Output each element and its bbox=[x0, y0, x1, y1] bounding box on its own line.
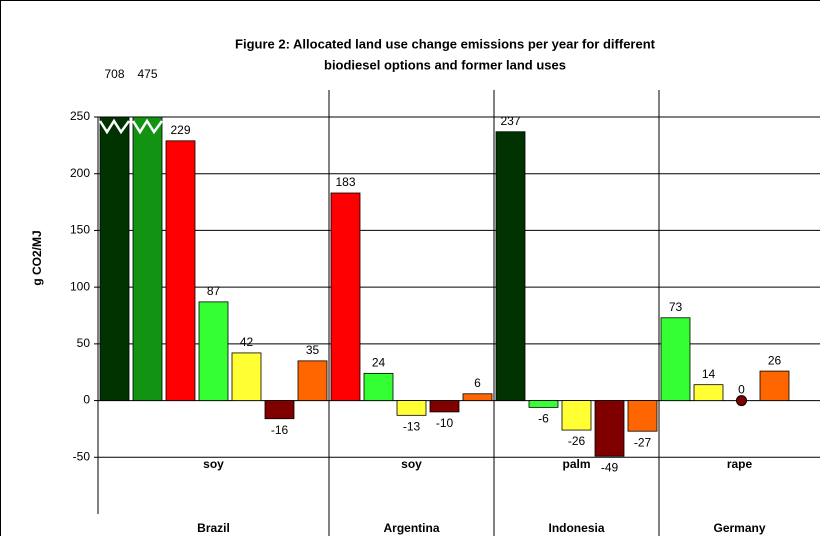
group-label: soy bbox=[203, 457, 224, 471]
group-label: Indonesia bbox=[548, 521, 604, 535]
y-axis-label: g CO2/MJ bbox=[30, 230, 44, 285]
value-label: 35 bbox=[306, 343, 320, 357]
bar bbox=[231, 352, 262, 401]
bar bbox=[736, 395, 747, 407]
value-label: 0 bbox=[738, 383, 745, 397]
bar bbox=[330, 192, 361, 401]
bar bbox=[132, 116, 163, 401]
value-label: 42 bbox=[240, 335, 254, 349]
bar bbox=[660, 317, 691, 401]
value-label: 87 bbox=[207, 284, 221, 298]
value-label: 24 bbox=[372, 356, 386, 370]
bar bbox=[693, 384, 724, 401]
bar bbox=[759, 370, 790, 401]
y-tick-label: 150 bbox=[70, 223, 90, 237]
y-tick-label: 50 bbox=[77, 336, 91, 350]
group-label: Brazil bbox=[197, 521, 230, 535]
y-tick-label: 100 bbox=[70, 279, 90, 293]
chart-title: Figure 2: Allocated land use change emis… bbox=[235, 36, 656, 51]
value-label: -6 bbox=[538, 412, 549, 426]
value-label: 26 bbox=[768, 353, 782, 367]
group-label: palm bbox=[562, 457, 590, 471]
bar bbox=[363, 372, 394, 401]
bar bbox=[429, 400, 460, 413]
bar bbox=[165, 140, 196, 401]
chart-title: biodiesel options and former land uses bbox=[324, 57, 566, 72]
value-label: 708 bbox=[104, 67, 124, 81]
group-label: Argentina bbox=[383, 521, 439, 535]
bar bbox=[594, 400, 625, 457]
value-label: -49 bbox=[601, 460, 619, 474]
value-label: -10 bbox=[436, 416, 454, 430]
group-label: Germany bbox=[713, 521, 765, 535]
value-label: 237 bbox=[500, 114, 520, 128]
value-label: -13 bbox=[403, 419, 421, 433]
bar bbox=[264, 400, 295, 420]
value-label: 183 bbox=[335, 175, 355, 189]
bar bbox=[561, 400, 592, 431]
bar bbox=[462, 393, 493, 401]
value-label: 6 bbox=[474, 376, 481, 390]
value-label: 475 bbox=[137, 67, 157, 81]
y-tick-label: 250 bbox=[70, 109, 90, 123]
value-label: 229 bbox=[170, 123, 190, 137]
y-tick-label: 0 bbox=[83, 393, 90, 407]
bar bbox=[198, 301, 229, 401]
bar bbox=[495, 131, 526, 401]
axis-break bbox=[98, 118, 131, 135]
y-tick-label: 200 bbox=[70, 166, 90, 180]
value-label: 73 bbox=[669, 300, 683, 314]
bar bbox=[396, 400, 427, 416]
bar bbox=[297, 360, 328, 401]
y-tick-label: -50 bbox=[73, 449, 91, 463]
bar bbox=[528, 400, 559, 408]
value-label: -26 bbox=[568, 434, 586, 448]
bar bbox=[99, 116, 130, 401]
bar bbox=[627, 400, 658, 432]
group-label: rape bbox=[727, 457, 753, 471]
value-label: -16 bbox=[271, 423, 289, 437]
group-label: soy bbox=[401, 457, 422, 471]
value-label: -27 bbox=[634, 435, 652, 449]
axis-break bbox=[131, 118, 164, 135]
value-label: 14 bbox=[702, 367, 716, 381]
